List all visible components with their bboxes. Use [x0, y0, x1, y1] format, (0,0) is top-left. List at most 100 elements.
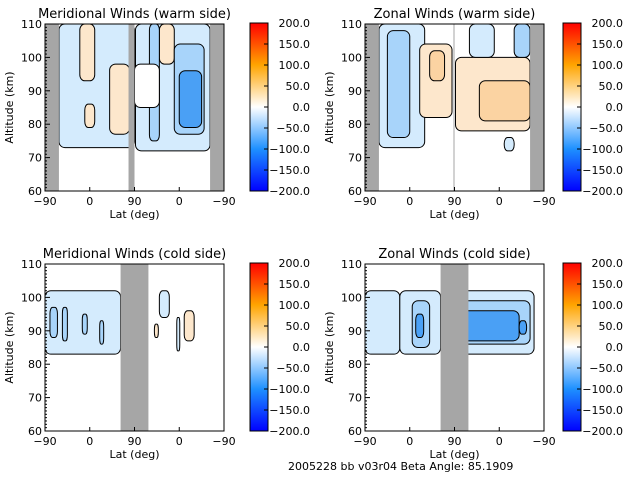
contour-region [513, 23, 531, 58]
x-tick-label: −90 [212, 195, 235, 208]
chart-title: Meridional Winds (warm side) [38, 7, 231, 22]
contour-region [153, 323, 159, 338]
x-axis-label: Lat (deg) [110, 448, 160, 461]
no-data-band [453, 24, 455, 191]
x-tick-label: −90 [212, 435, 235, 448]
contour-region [49, 306, 58, 338]
y-tick-label: 70 [28, 152, 42, 165]
x-axis-label: Lat (deg) [430, 208, 480, 221]
colorbar-tick-label: 150.0 [279, 278, 311, 291]
y-tick-label: 70 [348, 392, 362, 405]
no-data-band [120, 264, 135, 431]
y-axis-label: Altitude (km) [3, 311, 16, 383]
colorbar-tick-label: 0.0 [293, 101, 311, 114]
colorbar-tick-label: 0.0 [606, 101, 624, 114]
colorbar-tick-label: −150.0 [582, 164, 623, 177]
colorbar-tick-label: 100.0 [279, 59, 311, 72]
y-tick-label: 70 [28, 392, 42, 405]
colorbar-tick-label: −100.0 [582, 143, 623, 156]
colorbar-tick-label: −100.0 [269, 383, 310, 396]
contour-region [176, 316, 181, 352]
colorbar-tick-label: −150.0 [269, 404, 310, 417]
y-tick-label: 110 [21, 18, 42, 31]
colorbar-tick-label: 50.0 [286, 320, 311, 333]
chart-title: Zonal Winds (warm side) [374, 7, 536, 22]
no-data-band [128, 24, 135, 191]
x-tick-label: 90 [448, 435, 462, 448]
colorbar-tick-label: 200.0 [279, 257, 311, 270]
x-tick-label: 0 [176, 435, 183, 448]
x-tick-label: 0 [86, 435, 93, 448]
colorbar-tick-label: −150.0 [269, 164, 310, 177]
y-tick-label: 100 [21, 291, 42, 304]
x-axis-label: Lat (deg) [110, 208, 160, 221]
colorbar: 200.0 150.0 100.0 50.0 0.0 −50.0 −100.0 −150.0 −… [562, 257, 624, 438]
y-tick-label: 110 [341, 18, 362, 31]
no-data-band [210, 24, 224, 191]
colorbar-tick-label: 50.0 [286, 80, 311, 93]
panel-zonal-warm: Zonal Winds (warm side) 60 70 80 90 100 110 −90… [323, 7, 623, 221]
contour-region [99, 320, 105, 345]
no-data-band [365, 24, 379, 191]
colorbar-tick-label: 200.0 [592, 17, 624, 30]
y-tick-label: 100 [21, 51, 42, 64]
contour-region [79, 23, 96, 82]
x-tick-label: −90 [353, 195, 376, 208]
no-data-band [45, 24, 59, 191]
colorbar-tick-label: −100.0 [582, 383, 623, 396]
x-tick-label: −90 [532, 195, 555, 208]
colorbar-tick-label: 100.0 [592, 299, 624, 312]
colorbar-tick-label: 100.0 [279, 299, 311, 312]
no-data-band [454, 264, 469, 431]
y-tick-label: 70 [348, 152, 362, 165]
footer-text: 2005228 bb v03r04 Beta Angle: 85.1909 [288, 460, 513, 473]
x-tick-label: −90 [532, 435, 555, 448]
contour-region [84, 103, 96, 129]
contour-region [518, 320, 528, 335]
contour-region [364, 290, 401, 355]
colorbar-tick-label: 200.0 [592, 257, 624, 270]
colorbar-tick-label: 150.0 [592, 278, 624, 291]
contour-region [61, 306, 68, 342]
contour-region [415, 313, 425, 338]
colorbar-tick-label: −200.0 [582, 185, 623, 198]
contour-region [158, 23, 175, 65]
contour-region [178, 70, 203, 129]
colorbar-tick-label: 100.0 [592, 59, 624, 72]
colorbar-tick-label: 200.0 [279, 17, 311, 30]
colorbar-tick-label: −150.0 [582, 404, 623, 417]
y-tick-label: 110 [21, 258, 42, 271]
colorbar-tick-label: −200.0 [582, 425, 623, 438]
contour-region [461, 310, 520, 342]
contour-region [386, 30, 411, 139]
contour-region [109, 63, 131, 135]
panel-zonal-cold: Zonal Winds (cold side) 60 70 80 90 100 110 −90… [323, 247, 623, 461]
panel-meridional-cold: Meridional Winds (cold side) 60 70 80 90 100 1… [3, 247, 310, 461]
contour-region [81, 313, 88, 335]
contour-region [158, 290, 170, 318]
panel-meridional-warm: Meridional Winds (warm side) 60 70 80 90 100 1… [3, 7, 310, 221]
y-tick-label: 80 [348, 118, 362, 131]
y-tick-label: 60 [28, 185, 42, 198]
no-data-band [440, 264, 455, 431]
colorbar: 200.0 150.0 100.0 50.0 0.0 −50.0 −100.0 −150.0 −… [249, 17, 311, 198]
colorbar-tick-label: −50.0 [589, 122, 623, 135]
y-tick-label: 60 [348, 185, 362, 198]
contour-region [468, 23, 495, 58]
colorbar: 200.0 150.0 100.0 50.0 0.0 −50.0 −100.0 −150.0 −… [249, 257, 311, 438]
colorbar-tick-label: −200.0 [269, 185, 310, 198]
y-tick-label: 60 [348, 425, 362, 438]
colorbar-tick-label: −50.0 [589, 362, 623, 375]
y-tick-label: 80 [28, 118, 42, 131]
y-tick-label: 110 [341, 258, 362, 271]
contour-region [429, 50, 446, 82]
y-tick-label: 90 [28, 85, 42, 98]
colorbar-tick-label: 50.0 [599, 80, 624, 93]
x-tick-label: 0 [496, 435, 503, 448]
colorbar-tick-label: −100.0 [269, 143, 310, 156]
y-tick-label: 90 [348, 85, 362, 98]
no-data-band [530, 24, 544, 191]
chart-title: Meridional Winds (cold side) [43, 247, 226, 262]
colorbar-tick-label: 0.0 [293, 341, 311, 354]
no-data-band [134, 264, 149, 431]
